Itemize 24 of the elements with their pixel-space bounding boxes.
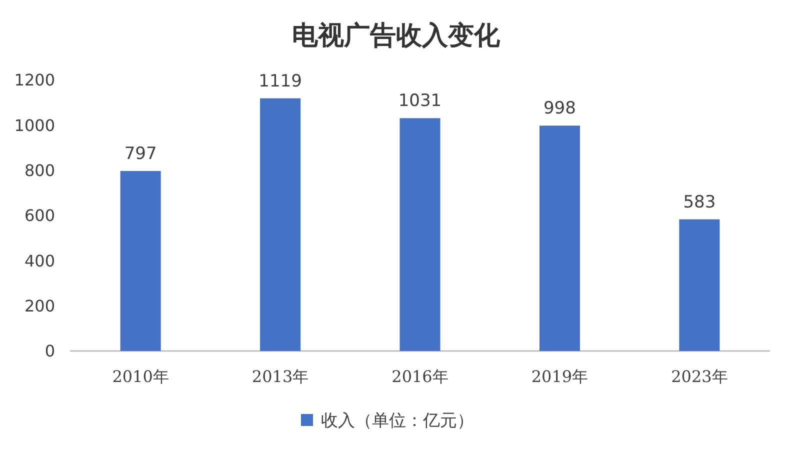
bar	[400, 118, 440, 351]
chart-title: 电视广告收入变化	[292, 21, 501, 51]
y-tick-label: 400	[24, 251, 55, 270]
data-label: 797	[124, 144, 157, 164]
legend-label: 收入（单位：亿元）	[321, 410, 474, 431]
data-label: 583	[683, 192, 716, 212]
x-tick-label: 2010年	[112, 367, 169, 386]
y-tick-label: 0	[44, 342, 55, 361]
data-label: 1031	[398, 91, 442, 112]
bar	[539, 126, 580, 351]
x-tick-label: 2023年	[671, 367, 728, 386]
y-tick-label: 1200	[14, 70, 55, 90]
bar	[260, 98, 301, 351]
y-tick-label: 600	[24, 206, 55, 226]
y-tick-label: 1000	[14, 116, 55, 135]
x-tick-label: 2019年	[531, 367, 588, 386]
x-tick-label: 2013年	[252, 367, 309, 386]
y-tick-label: 200	[24, 296, 55, 316]
bar	[120, 171, 161, 351]
data-label: 1119	[258, 71, 302, 92]
bar	[679, 219, 720, 351]
data-label: 998	[543, 98, 576, 119]
y-tick-label: 800	[24, 160, 55, 180]
x-tick-label: 2016年	[392, 367, 448, 386]
